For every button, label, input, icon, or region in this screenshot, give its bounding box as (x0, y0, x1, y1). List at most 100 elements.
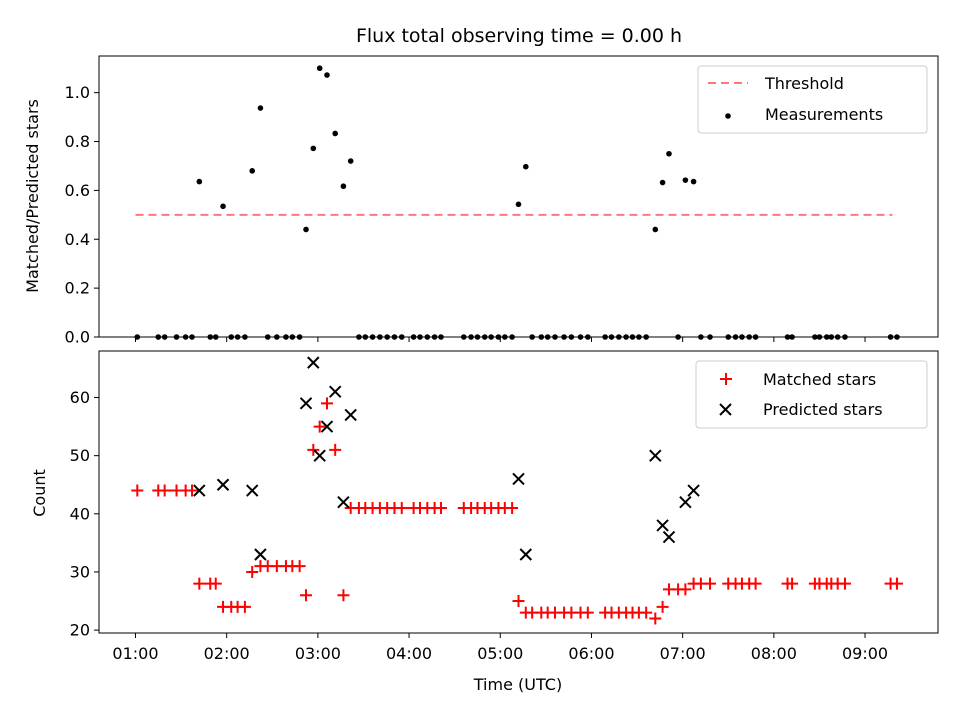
bottom-y-tick-label: 50 (70, 446, 90, 465)
measurements-point (340, 183, 347, 190)
matched-stars-point (656, 600, 669, 613)
bottom-y-tick-label: 30 (70, 562, 90, 581)
bottom-x-axis-label: Time (UTC) (473, 675, 562, 694)
matched-stars-point (890, 577, 903, 590)
matched-stars-point (512, 595, 525, 608)
measurements-point (659, 179, 666, 186)
measurements-legend-marker (725, 113, 731, 119)
top-y-tick-label: 0.8 (65, 132, 90, 151)
measurements-point (690, 178, 697, 185)
bottom-x-tick-label: 05:00 (477, 644, 523, 663)
bottom-plot-area: 20 30 40 50 60 01:00 02:00 03:00 04:00 05:00 06:00… (70, 350, 939, 663)
measurements-point (347, 158, 354, 164)
bottom-x-tick-label: 04:00 (386, 644, 432, 663)
measurements-point (652, 226, 659, 233)
matched-stars-point (337, 589, 350, 602)
measurements-point (316, 65, 323, 72)
matched-stars-point (786, 577, 799, 590)
matched-stars-point (313, 420, 326, 433)
matched-stars-legend-marker (720, 373, 732, 385)
predicted-stars-point (337, 495, 350, 509)
predicted-stars-point (344, 408, 357, 422)
matched-stars-point (209, 577, 222, 590)
predicted-stars-point (216, 478, 230, 491)
matched-stars-point (307, 443, 320, 456)
matched-stars-point (749, 577, 762, 590)
bottom-y-tick-label: 60 (70, 388, 90, 407)
measurements-point (515, 201, 522, 208)
predicted-stars-legend-label: Predicted stars (763, 400, 883, 419)
bottom-x-tick-label: 09:00 (842, 644, 888, 663)
matched-stars-point (506, 501, 519, 514)
matched-stars-point (434, 501, 447, 514)
bottom-y-tick-label: 20 (70, 621, 90, 640)
bottom-x-tick-label: 08:00 (751, 644, 797, 663)
bottom-x-tick-label: 02:00 (204, 644, 250, 663)
matched-stars-point (679, 583, 692, 596)
predicted-stars-point (662, 530, 676, 544)
threshold-legend-label: Threshold (764, 74, 844, 93)
bottom-legend-box (695, 360, 928, 429)
bottom-axes-frame (98, 350, 939, 634)
predicted-stars-point (313, 449, 326, 462)
measurements-point (249, 168, 256, 174)
top-legend: Threshold Measurements (697, 65, 928, 134)
predicted-stars-point (687, 484, 700, 497)
predicted-stars-point (299, 397, 313, 410)
predicted-stars-legend-marker (719, 403, 732, 416)
top-panel: 0.0 0.2 0.4 0.6 0.8 1.0 Matched/Predicted sta… (23, 55, 939, 347)
predicted-stars-point (320, 420, 334, 433)
measurements-point (310, 145, 317, 152)
matched-stars-point (320, 397, 333, 410)
measurements-point (682, 177, 689, 183)
bottom-legend: Matched stars Predicted stars (695, 360, 928, 429)
top-axes-frame (98, 55, 939, 338)
bottom-x-tick-label: 03:00 (295, 644, 341, 663)
bottom-x-tick-label: 07:00 (660, 644, 706, 663)
bottom-y-tick-label: 40 (70, 504, 90, 523)
matched-stars-point (329, 443, 342, 456)
top-plot-area: 0.0 0.2 0.4 0.6 0.8 1.0 (65, 55, 939, 347)
measurements-point (666, 150, 672, 157)
top-y-axis-label: Matched/Predicted stars (23, 99, 42, 293)
matched-stars-point (131, 484, 144, 497)
matched-stars-point (649, 612, 662, 625)
bottom-y-axis-label: Count (30, 469, 49, 517)
matched-stars-point (581, 606, 594, 619)
bottom-panel: 20 30 40 50 60 01:00 02:00 03:00 04:00 05:00 06:00… (30, 350, 939, 694)
matched-stars-point (158, 484, 171, 497)
predicted-stars-point (512, 472, 525, 486)
top-y-tick-label: 0.2 (65, 279, 90, 298)
top-y-tick-label: 0.4 (65, 230, 90, 249)
predicted-stars-point (254, 548, 267, 561)
bottom-x-tick-label: 01:00 (112, 644, 158, 663)
predicted-stars-point (519, 548, 533, 561)
measurements-point (220, 203, 226, 210)
predicted-stars-point (246, 484, 259, 497)
measurements-point (303, 226, 309, 233)
matched-stars-point (640, 606, 653, 619)
matched-stars-point (293, 560, 306, 573)
measurements-point (196, 178, 203, 185)
top-chart-title: Flux total observing time = 0.00 h (356, 25, 682, 47)
matched-stars-point (186, 484, 199, 497)
predicted-stars-point (679, 495, 692, 509)
predicted-stars-point (193, 484, 206, 497)
top-legend-box (697, 65, 928, 134)
measurements-point (257, 105, 264, 111)
matched-stars-point (704, 577, 717, 590)
matched-stars-point (300, 589, 313, 602)
matched-stars-legend-label: Matched stars (763, 370, 876, 389)
matched-stars-point (395, 501, 408, 514)
predicted-stars-point (307, 356, 320, 369)
top-y-tick-label: 0.0 (65, 328, 90, 347)
matched-stars-point (238, 600, 251, 613)
top-y-tick-label: 0.6 (65, 181, 90, 200)
predicted-stars-point (328, 385, 342, 398)
matched-stars-point (838, 577, 851, 590)
matched-stars-point (246, 565, 259, 578)
top-y-tick-label: 1.0 (65, 83, 90, 102)
measurements-point (324, 72, 330, 78)
measurements-point (332, 130, 338, 137)
